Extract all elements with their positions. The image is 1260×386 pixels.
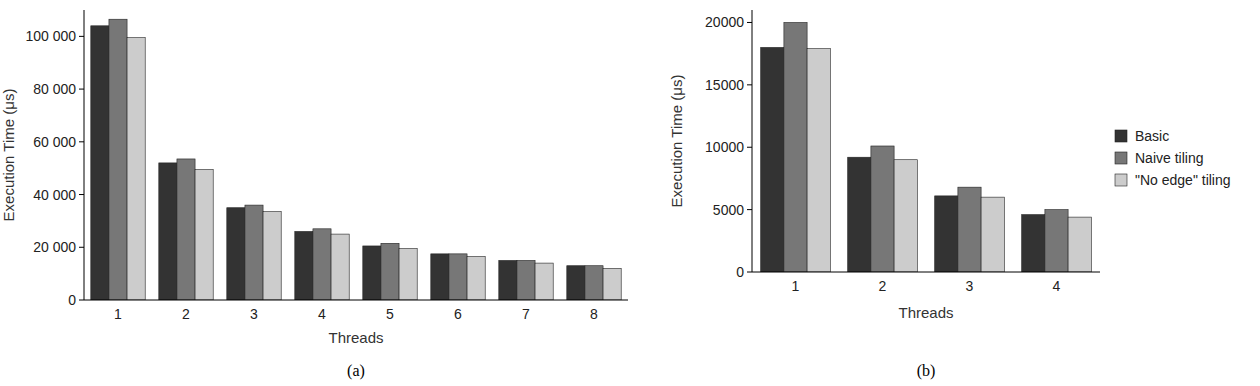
bar [535,263,553,300]
y-tick-label: 40 000 [33,187,76,203]
legend-swatch [1115,174,1127,186]
x-tick-label: 4 [1053,278,1061,294]
y-axis-title: Execution Time (μs) [668,75,685,208]
bar [467,257,485,301]
bar [1045,210,1068,272]
y-tick-label: 60 000 [33,134,76,150]
y-axis [84,10,85,300]
bars [91,19,621,300]
bar [91,26,109,300]
y-tick-label: 10000 [705,139,744,155]
bar [761,47,784,272]
bar [195,170,213,301]
y-axis-title: Execution Time (μs) [0,89,17,222]
bars [761,22,1092,272]
y-tick-label: 100 000 [25,28,76,44]
x-tick-label: 1 [114,306,122,322]
y-tick-label: 15000 [705,77,744,93]
figure: 0 20 000 40 000 60 000 80 000 100 000 1 2 3 4 5 6 7 8… [0,0,1260,386]
caption: (a) [347,362,365,380]
x-tick-label: 3 [250,306,258,322]
bar [245,205,263,300]
bar [894,160,917,272]
bar [263,212,281,300]
y-tick-label: 0 [736,264,744,280]
y-tick [79,247,84,248]
legend: Basic Naive tiling "No edge" tiling [1115,128,1231,188]
bar [499,260,517,300]
y-tick [747,209,752,210]
bar [449,254,467,300]
bar [295,231,313,300]
bar [603,268,621,300]
bar [431,254,449,300]
y-tick [79,141,84,142]
y-tick [747,147,752,148]
y-tick-label: 20 000 [33,239,76,255]
y-tick [747,272,752,273]
bar [567,266,585,300]
bar [1022,215,1045,272]
legend-swatch [1115,152,1127,164]
x-tick-label: 5 [386,306,394,322]
y-tick [79,194,84,195]
legend-swatch [1115,130,1127,142]
bar [1068,217,1091,272]
bar [177,159,195,300]
x-tick-label: 2 [879,278,887,294]
y-tick [747,22,752,23]
x-axis [84,300,628,301]
bar [585,266,603,300]
legend-label: "No edge" tiling [1135,172,1231,188]
x-tick-label: 3 [966,278,974,294]
bar [871,146,894,272]
y-tick-label: 0 [68,292,76,308]
bar [313,229,331,300]
bar [848,157,871,272]
y-tick-label: 5000 [713,202,744,218]
bar [381,243,399,300]
x-axis-title: Threads [898,304,953,321]
panel: 0 5000 10000 15000 20000 1 2 3 4 Threads Execution… [668,10,1100,380]
bar [517,260,535,300]
bar [159,163,177,300]
bar [331,234,349,300]
y-tick [747,84,752,85]
panel: 0 20 000 40 000 60 000 80 000 100 000 1 2 3 4 5 6 7 8… [0,10,628,380]
bar [981,197,1004,272]
caption: (b) [917,362,936,380]
x-tick-label: 6 [454,306,462,322]
x-tick-label: 7 [522,306,530,322]
bar [127,38,145,300]
bar [807,49,830,272]
bar [227,208,245,300]
bar [935,196,958,272]
bar [784,22,807,272]
legend-label: Naive tiling [1135,150,1203,166]
y-tick-label: 80 000 [33,81,76,97]
x-tick-label: 4 [318,306,326,322]
y-tick [79,300,84,301]
x-tick-label: 2 [182,306,190,322]
x-tick-label: 1 [792,278,800,294]
bar [958,187,981,272]
legend-label: Basic [1135,128,1169,144]
chart-canvas: 0 20 000 40 000 60 000 80 000 100 000 1 2 3 4 5 6 7 8… [0,0,1260,386]
y-tick [79,36,84,37]
y-tick-label: 20000 [705,14,744,30]
x-tick-label: 8 [590,306,598,322]
bar [109,19,127,300]
x-axis [752,272,1100,273]
bar [399,249,417,300]
x-axis-title: Threads [328,329,383,346]
y-axis [752,10,753,272]
bar [363,246,381,300]
y-tick [79,89,84,90]
